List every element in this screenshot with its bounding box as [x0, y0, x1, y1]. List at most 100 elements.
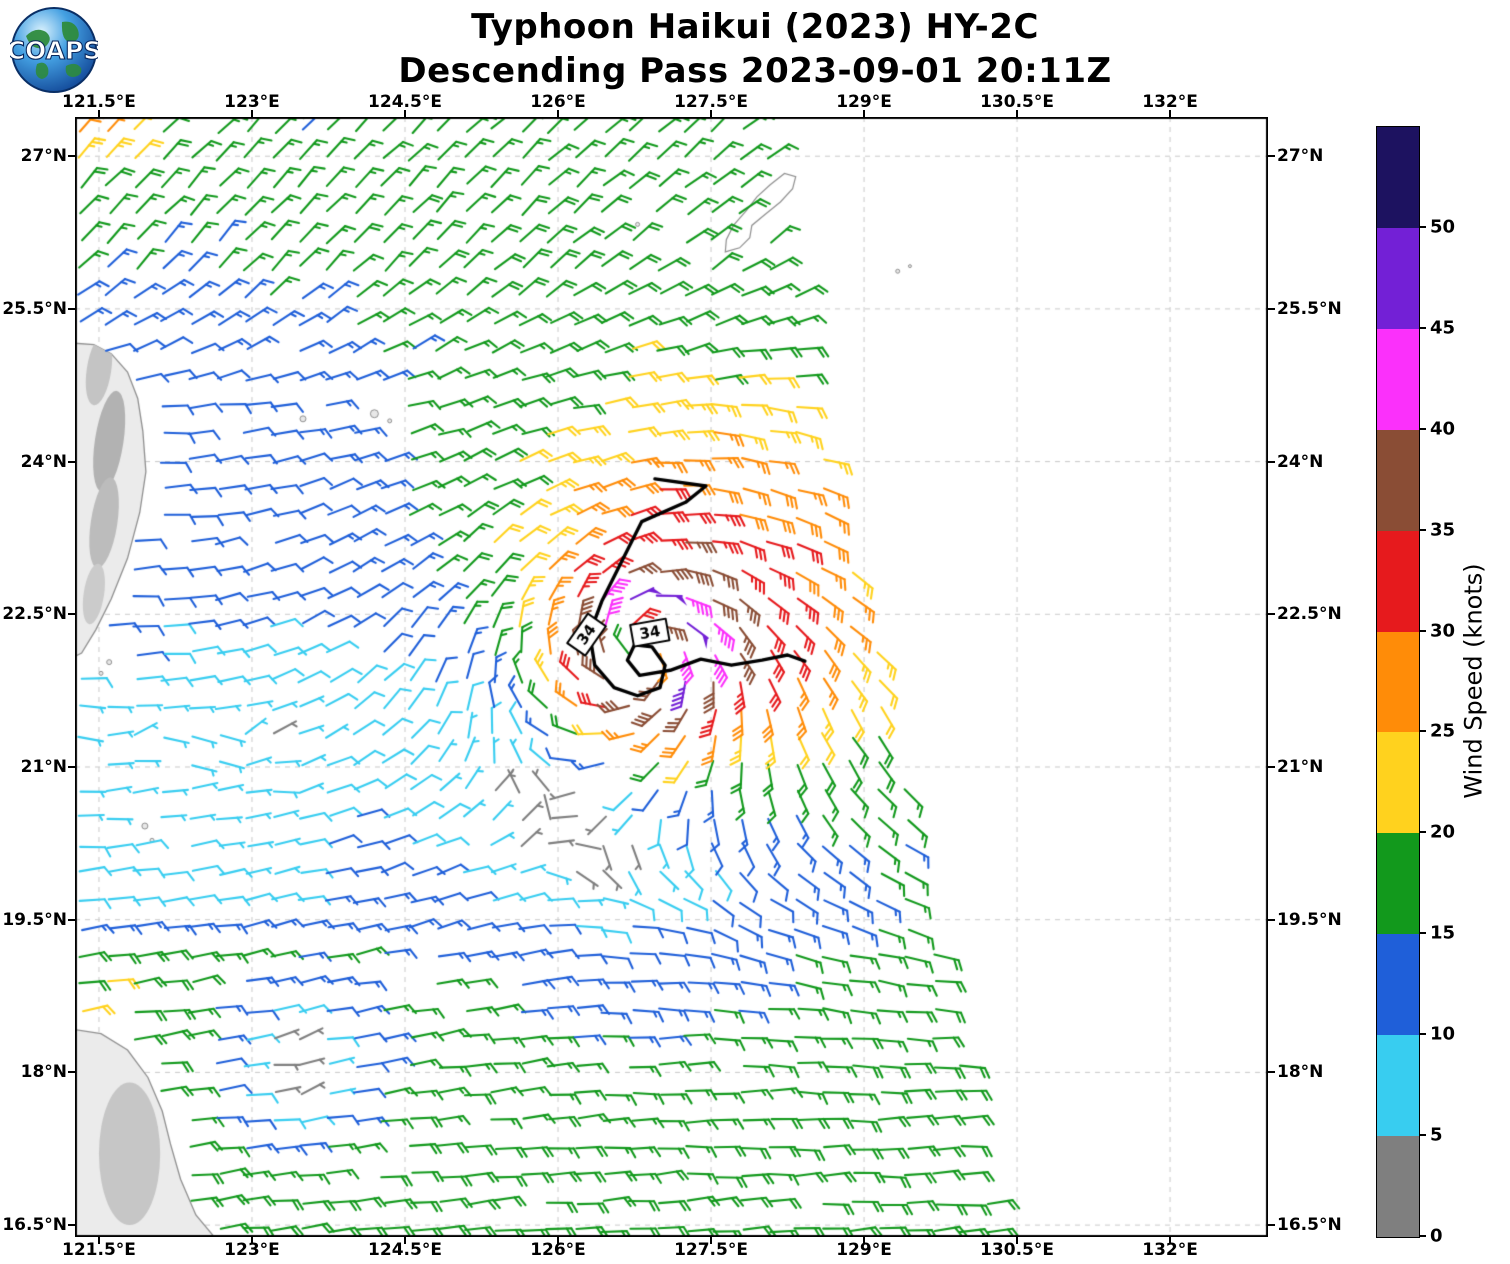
- y-tick-label: 19.5°N: [2, 909, 67, 930]
- y-tick-label: 27°N: [1277, 146, 1324, 167]
- axis-tick-mark: [97, 110, 100, 117]
- colorbar-tick-label: 30: [1430, 620, 1456, 642]
- x-tick-label: 124.5°E: [368, 92, 442, 112]
- y-tick-label: 16.5°N: [1277, 1215, 1342, 1236]
- x-tick-label: 127.5°E: [674, 1240, 748, 1260]
- axis-tick-mark: [1268, 1224, 1275, 1227]
- colorbar-segment: [1377, 530, 1419, 632]
- axis-tick-mark: [710, 110, 713, 117]
- globe-logo-icon: COAPS: [6, 7, 102, 93]
- colorbar-segment: [1377, 328, 1419, 430]
- axis-tick-mark: [68, 613, 75, 616]
- colorbar-segment: [1377, 1136, 1419, 1237]
- axis-tick-mark: [1268, 613, 1275, 616]
- x-tick-label: 129°E: [836, 92, 892, 112]
- axis-tick-mark: [1268, 307, 1275, 310]
- axis-tick-mark: [1016, 110, 1019, 117]
- axis-tick-mark: [710, 1237, 713, 1244]
- axis-tick-mark: [557, 110, 559, 117]
- colorbar-tick-label: 15: [1430, 922, 1456, 944]
- colorbar-tick-label: 35: [1430, 519, 1456, 541]
- axis-tick-mark: [1016, 1237, 1019, 1244]
- y-tick-label: 25.5°N: [1277, 298, 1342, 319]
- x-tick-label: 123°E: [224, 92, 280, 112]
- axis-tick-mark: [1169, 1237, 1172, 1244]
- axis-tick-mark: [404, 110, 406, 117]
- y-tick-label: 22.5°N: [2, 604, 67, 625]
- colorbar-tick-label: 50: [1430, 216, 1456, 238]
- y-tick-label: 22.5°N: [1277, 604, 1342, 625]
- colorbar-tick-label: 20: [1430, 821, 1456, 843]
- wind-barb-map-canvas: [75, 117, 1268, 1237]
- colorbar: [1376, 126, 1420, 1238]
- y-tick-label: 24°N: [1277, 451, 1324, 472]
- x-tick-label: 132°E: [1142, 1240, 1198, 1260]
- axis-tick-mark: [68, 460, 75, 463]
- colorbar-segment: [1377, 934, 1419, 1036]
- y-tick-label: 19.5°N: [1277, 909, 1342, 930]
- axis-tick-mark: [863, 1237, 866, 1244]
- colorbar-label: Wind Speed (knots): [1460, 563, 1488, 799]
- colorbar-tick-mark: [1420, 225, 1426, 228]
- axis-tick-mark: [1268, 155, 1275, 158]
- axis-tick-mark: [1268, 765, 1275, 768]
- x-tick-label: 126°E: [530, 1240, 586, 1260]
- colorbar-tick-label: 40: [1430, 418, 1456, 440]
- coaps-logo: COAPS: [6, 6, 102, 94]
- y-tick-label: 18°N: [20, 1062, 67, 1083]
- axis-tick-mark: [863, 110, 866, 117]
- page-title-line1: Typhoon Haikui (2023) HY-2C: [471, 7, 1039, 47]
- x-tick-label: 130.5°E: [980, 92, 1054, 112]
- y-tick-label: 24°N: [20, 451, 67, 472]
- colorbar-segment: [1377, 833, 1419, 935]
- axis-tick-mark: [68, 765, 75, 768]
- y-tick-label: 21°N: [20, 756, 67, 777]
- y-tick-label: 18°N: [1277, 1062, 1324, 1083]
- x-tick-label: 121.5°E: [62, 92, 136, 112]
- axis-tick-mark: [250, 110, 253, 117]
- colorbar-tick-mark: [1420, 831, 1426, 834]
- y-tick-label: 16.5°N: [2, 1215, 67, 1236]
- axis-tick-mark: [97, 1237, 100, 1244]
- axis-tick-mark: [1169, 110, 1172, 117]
- axis-tick-mark: [68, 1071, 75, 1074]
- colorbar-tick-mark: [1420, 1235, 1426, 1237]
- colorbar-tick-mark: [1420, 629, 1426, 632]
- colorbar-segment: [1377, 631, 1419, 733]
- axis-tick-mark: [1268, 460, 1275, 463]
- colorbar-tick-mark: [1420, 326, 1426, 329]
- colorbar-tick-label: 45: [1430, 317, 1456, 339]
- colorbar-segment: [1377, 227, 1419, 329]
- axis-tick-mark: [1268, 918, 1275, 921]
- colorbar-tick-mark: [1420, 528, 1426, 531]
- x-tick-label: 124.5°E: [368, 1240, 442, 1260]
- axis-tick-mark: [68, 918, 75, 921]
- colorbar-tick-mark: [1420, 932, 1426, 935]
- map-plot-area: [75, 117, 1268, 1237]
- axis-tick-mark: [68, 307, 75, 310]
- colorbar-tick-label: 10: [1430, 1023, 1456, 1045]
- colorbar-tick-mark: [1420, 427, 1426, 430]
- colorbar-tick-mark: [1420, 1033, 1426, 1036]
- x-tick-label: 132°E: [1142, 92, 1198, 112]
- colorbar-segment: [1377, 1035, 1419, 1137]
- axis-tick-mark: [557, 1237, 559, 1244]
- axis-tick-mark: [250, 1237, 253, 1244]
- x-tick-label: 130.5°E: [980, 1240, 1054, 1260]
- colorbar-segment: [1377, 732, 1419, 834]
- colorbar-tick-mark: [1420, 1134, 1426, 1137]
- colorbar-segment: [1377, 429, 1419, 531]
- x-tick-label: 126°E: [530, 92, 586, 112]
- x-tick-label: 129°E: [836, 1240, 892, 1260]
- axis-tick-mark: [68, 1224, 75, 1227]
- x-tick-label: 123°E: [224, 1240, 280, 1260]
- colorbar-tick-label: 0: [1430, 1225, 1443, 1247]
- colorbar-tick-mark: [1420, 730, 1426, 733]
- x-tick-label: 127.5°E: [674, 92, 748, 112]
- colorbar-label-wrap: Wind Speed (knots): [1448, 126, 1500, 1236]
- x-tick-label: 121.5°E: [62, 1240, 136, 1260]
- axis-tick-mark: [404, 1237, 406, 1244]
- y-tick-label: 25.5°N: [2, 298, 67, 319]
- axis-tick-mark: [1268, 1071, 1275, 1074]
